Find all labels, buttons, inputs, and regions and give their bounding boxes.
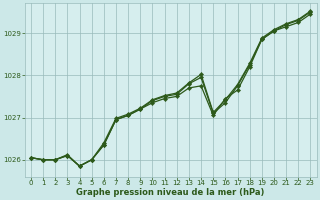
X-axis label: Graphe pression niveau de la mer (hPa): Graphe pression niveau de la mer (hPa) [76,188,265,197]
